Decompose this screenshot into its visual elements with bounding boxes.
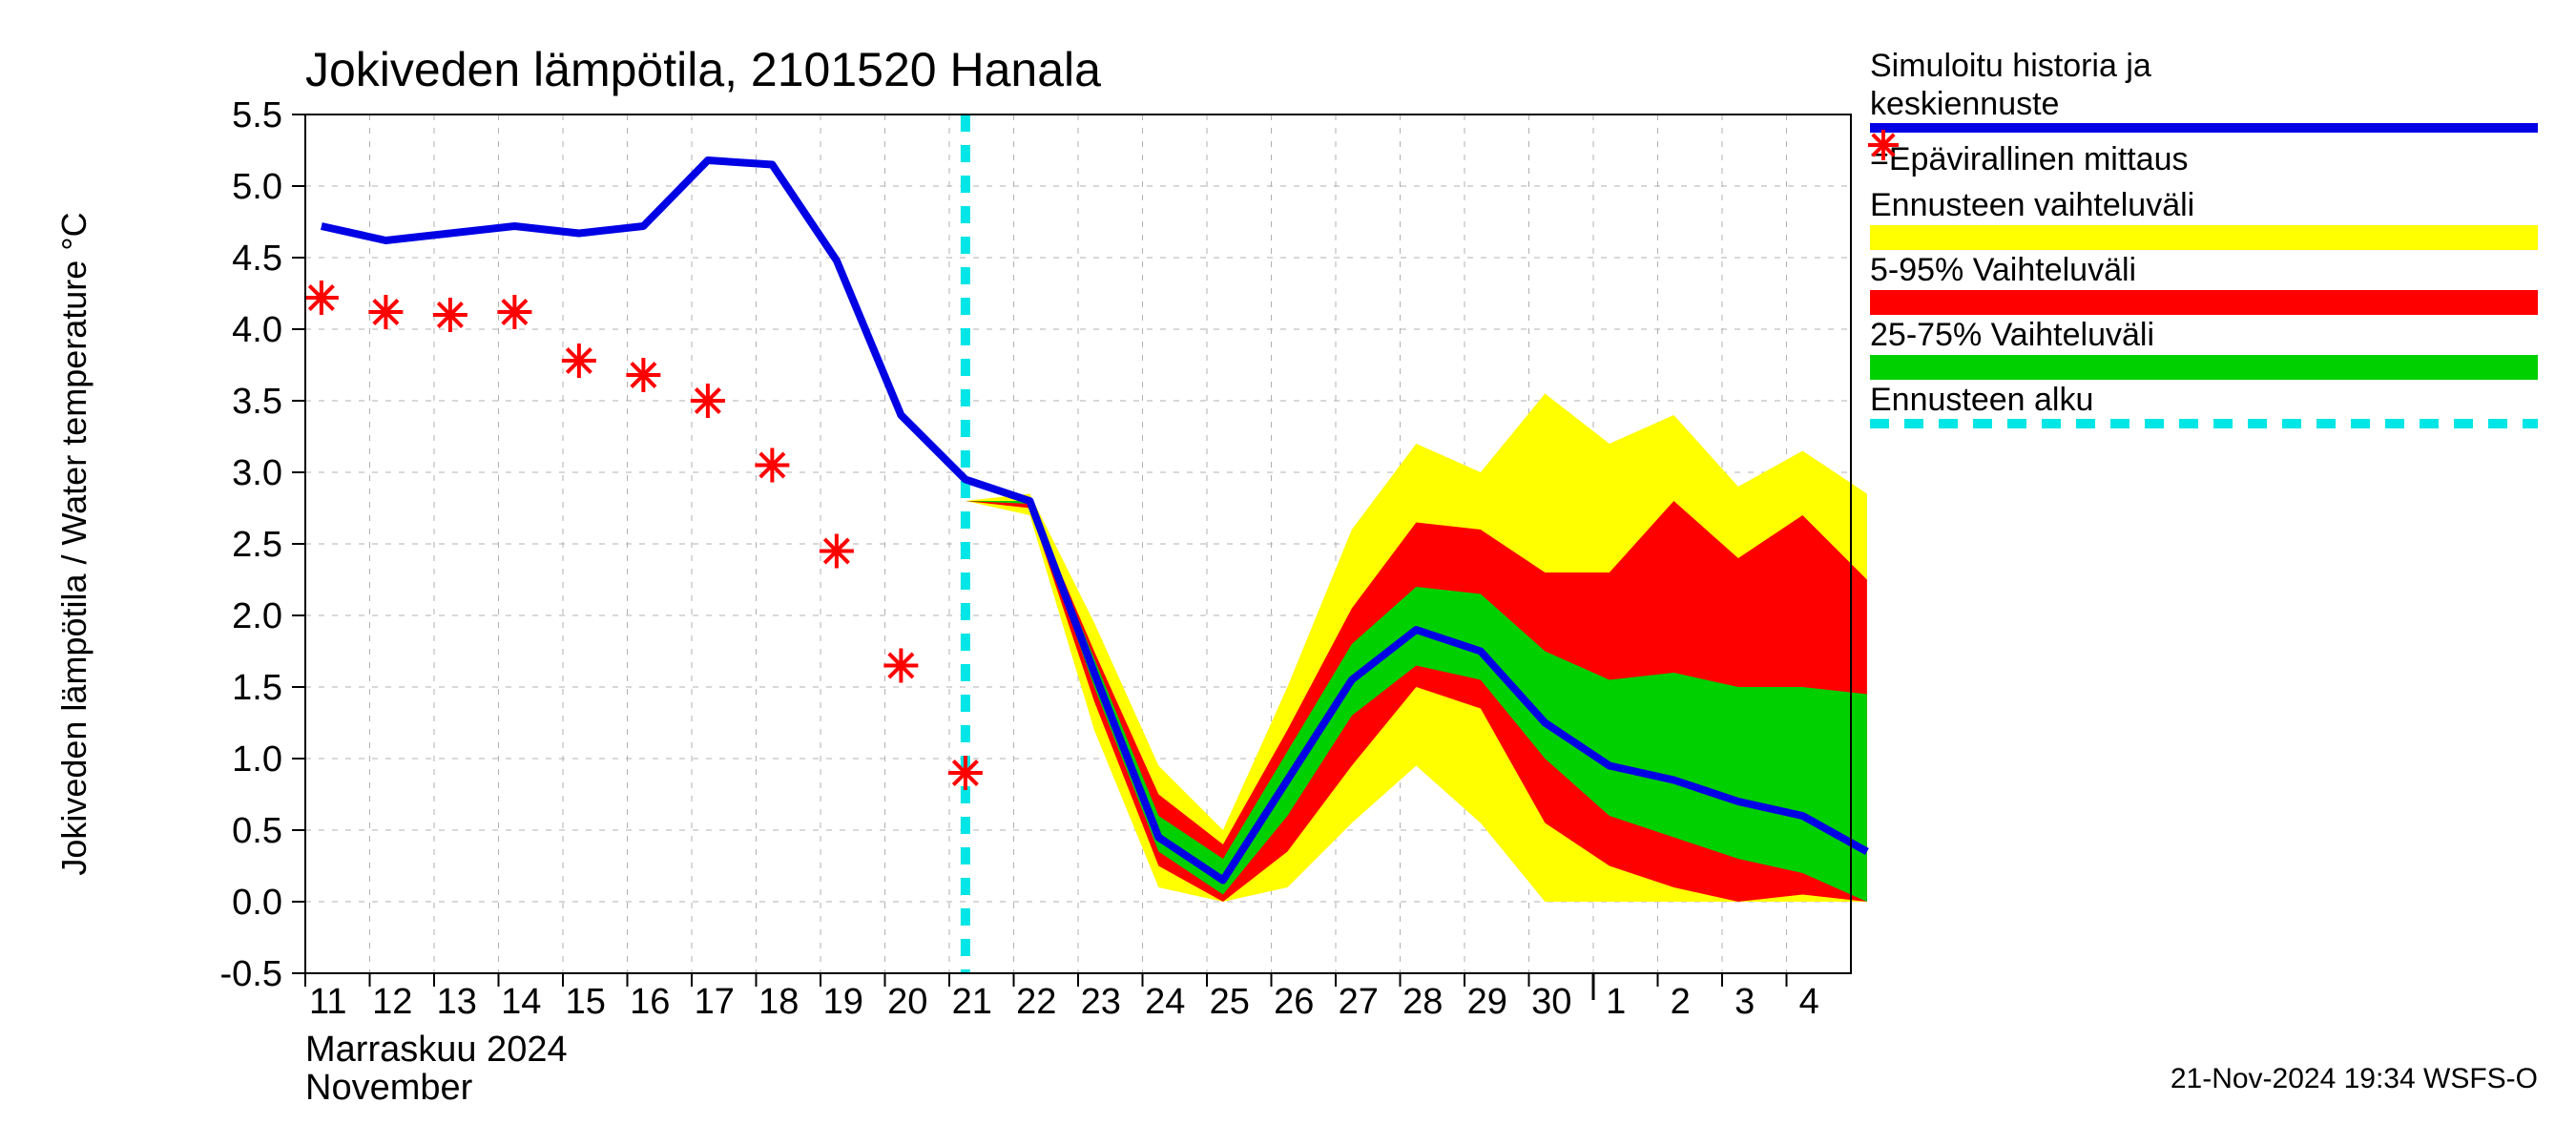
y-axis-label: Jokiveden lämpötila / Water temperature …: [54, 212, 93, 875]
svg-text:17: 17: [695, 982, 735, 1022]
legend-swatch-band: [1870, 355, 2538, 380]
measurement-marker: [755, 448, 789, 483]
measurement-marker: [368, 295, 403, 329]
x-month-fi: Marraskuu 2024: [305, 1030, 568, 1070]
measurement-marker: [497, 295, 531, 329]
svg-text:18: 18: [758, 982, 799, 1022]
measurement-marker: [1868, 130, 1899, 160]
legend-swatch-band: [1870, 290, 2538, 315]
measurement-marker: [948, 756, 983, 790]
svg-text:0.5: 0.5: [232, 811, 282, 851]
legend-label: =Epävirallinen mittaus: [1870, 141, 2189, 177]
svg-text:4.0: 4.0: [232, 310, 282, 350]
svg-text:2: 2: [1671, 982, 1691, 1022]
svg-text:1.0: 1.0: [232, 739, 282, 780]
svg-text:13: 13: [437, 982, 477, 1022]
legend-label: keskiennuste: [1870, 86, 2059, 122]
svg-text:2.0: 2.0: [232, 596, 282, 636]
measurement-marker: [626, 358, 660, 392]
measurement-marker: [304, 281, 339, 315]
svg-text:5.5: 5.5: [232, 95, 282, 135]
svg-text:23: 23: [1081, 982, 1121, 1022]
svg-text:19: 19: [823, 982, 863, 1022]
svg-text:20: 20: [887, 982, 927, 1022]
svg-text:14: 14: [501, 982, 541, 1022]
svg-text:28: 28: [1402, 982, 1443, 1022]
measurement-marker: [820, 534, 854, 569]
svg-text:11: 11: [309, 982, 346, 1022]
svg-text:4.5: 4.5: [232, 239, 282, 279]
svg-text:30: 30: [1531, 982, 1571, 1022]
svg-text:3.5: 3.5: [232, 382, 282, 422]
svg-text:27: 27: [1339, 982, 1379, 1022]
water-temperature-chart: -0.5 0.0 0.5 1.0 1.5 2.0 2.5 3.0 3.5 4.0 4.5 5.0 5.5…: [0, 0, 2576, 1145]
svg-text:4: 4: [1799, 982, 1819, 1022]
x-month-en: November: [305, 1068, 473, 1108]
svg-text:26: 26: [1274, 982, 1314, 1022]
measurement-marker: [433, 298, 467, 332]
legend-swatch-band: [1870, 225, 2538, 250]
svg-text:22: 22: [1016, 982, 1056, 1022]
svg-text:29: 29: [1467, 982, 1507, 1022]
svg-text:25: 25: [1210, 982, 1250, 1022]
svg-text:15: 15: [566, 982, 606, 1022]
legend-label: Ennusteen alku: [1870, 382, 2093, 418]
legend-label: 25-75% Vaihteluväli: [1870, 317, 2154, 353]
measurement-marker: [562, 344, 596, 378]
legend-label: Simuloitu historia ja: [1870, 48, 2151, 84]
svg-text:2.5: 2.5: [232, 525, 282, 565]
svg-text:12: 12: [372, 982, 412, 1022]
svg-text:21: 21: [952, 982, 992, 1022]
svg-text:5.0: 5.0: [232, 167, 282, 207]
svg-text:-0.5: -0.5: [220, 954, 282, 994]
svg-text:1.5: 1.5: [232, 668, 282, 708]
measurement-marker: [691, 384, 725, 418]
legend-label: 5-95% Vaihteluväli: [1870, 252, 2136, 288]
svg-text:3: 3: [1735, 982, 1755, 1022]
measurement-marker: [883, 649, 918, 683]
svg-text:24: 24: [1145, 982, 1185, 1022]
svg-text:16: 16: [630, 982, 670, 1022]
svg-text:1: 1: [1606, 982, 1626, 1022]
chart-footer: 21-Nov-2024 19:34 WSFS-O: [2171, 1063, 2538, 1094]
svg-text:3.0: 3.0: [232, 453, 282, 493]
svg-text:0.0: 0.0: [232, 883, 282, 923]
chart-title: Jokiveden lämpötila, 2101520 Hanala: [305, 43, 1101, 96]
legend-label: Ennusteen vaihteluväli: [1870, 187, 2194, 223]
